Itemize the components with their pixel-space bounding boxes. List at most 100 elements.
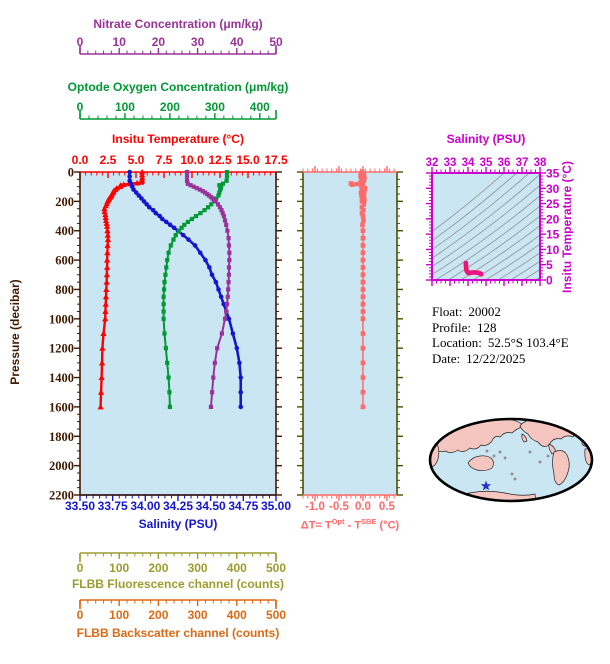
tick-label: 100 [109, 561, 129, 575]
tick-label: 12.5 [208, 153, 232, 167]
tick-label: 36 [498, 157, 511, 169]
tick-label: 33 [444, 157, 457, 169]
pressure-axis-title: Pressure (decibar) [8, 279, 22, 385]
info-label: Float: [432, 304, 463, 319]
tick-label: -1.0 [305, 501, 325, 513]
fluorescence-axis: 0 100 200 300 400 500 [77, 552, 286, 575]
tick-label: 40 [230, 35, 244, 49]
backscatter-axis: 0 100 200 300 400 500 [77, 599, 286, 622]
info-label: Profile: [432, 319, 471, 335]
tick-label: 0 [77, 608, 84, 622]
temperature-axis: 0.0 2.5 5.0 7.5 10.0 12.5 15.0 17.5 [72, 153, 288, 178]
float-info-block: Float: 20002 Profile: 128 Location: 52.5°S 10… [432, 304, 569, 366]
delta-t-axis-bottom: -1.0 -0.5 0.0 0.5 [302, 494, 397, 513]
tick-label: 17.5 [264, 153, 288, 167]
tick-label: 20 [546, 212, 560, 226]
tick-label: 0 [77, 100, 84, 114]
t-s-curve [463, 260, 484, 277]
delta-t-title-part: - T [344, 519, 362, 532]
info-value: 128 [477, 319, 497, 335]
tick-label: 400 [250, 100, 270, 114]
tick-label: 34.00 [130, 499, 160, 513]
nitrate-series [184, 169, 232, 410]
tick-label: 300 [205, 100, 225, 114]
delta-t-series [348, 169, 368, 410]
ts-temperature-axis-title: Insitu Temperature (°C) [560, 161, 574, 293]
tick-label: 15.0 [236, 153, 260, 167]
info-row: Date: 12/22/2025 [432, 351, 569, 367]
tick-label: 200 [55, 195, 74, 209]
fluorescence-axis-title: FLBB Fluorescence channel (counts) [71, 577, 285, 591]
info-row: Float: 20002 [432, 304, 569, 320]
tick-label: 7.5 [156, 153, 173, 167]
ts-salinity-axis: 32 33 34 35 36 37 38 [426, 157, 547, 174]
ts-bottom-ticks [431, 279, 541, 286]
tick-label: 35 [480, 157, 493, 169]
tick-label: 35 [546, 167, 560, 181]
tick-label: 15 [546, 228, 560, 242]
tick-label: 400 [227, 608, 247, 622]
tick-label: 0.0 [355, 501, 371, 513]
tick-label: 20 [152, 35, 166, 49]
tick-label: 1400 [49, 371, 74, 385]
tick-label: 400 [227, 561, 247, 575]
tick-label: 50 [269, 35, 283, 49]
tick-label: 0.5 [379, 501, 396, 513]
info-row: Profile: 128 [432, 320, 569, 336]
tick-label: 34.75 [228, 499, 258, 513]
tick-label: 10 [546, 243, 560, 257]
delta-t-title-sup-sbe: SBE [361, 517, 377, 526]
tick-label: 100 [109, 608, 129, 622]
tick-label: 200 [148, 561, 168, 575]
delta-t-frame-left [297, 171, 304, 496]
delta-t-plot-area [303, 172, 397, 495]
tick-label: 300 [188, 561, 208, 575]
tick-label: 500 [266, 608, 286, 622]
tick-label: 200 [148, 608, 168, 622]
tick-label: 1600 [49, 400, 74, 414]
tick-label: 30 [191, 35, 205, 49]
tick-label: 10 [113, 35, 127, 49]
tick-label: 30 [546, 182, 560, 196]
tick-label: 0.0 [72, 153, 89, 167]
pressure-axis-right [275, 171, 282, 496]
nitrate-axis-title: Nitrate Concentration (μm/kg) [93, 17, 263, 31]
tick-label: 300 [188, 608, 208, 622]
nitrate-axis: 0 10 20 30 40 50 [77, 35, 283, 55]
tick-label: 500 [266, 561, 286, 575]
ts-diagram-title: Salinity (PSU) [446, 132, 526, 146]
tick-label: 37 [516, 157, 529, 169]
world-map [428, 417, 594, 503]
delta-t-frame-right [396, 171, 403, 496]
tick-label: 25 [546, 197, 560, 211]
info-label: Location: [432, 335, 482, 350]
map-outline [428, 417, 594, 503]
oxygen-axis-title: Optode Oxygen Concentration (μm/kg) [67, 80, 289, 94]
tick-label: 1800 [49, 430, 74, 444]
salinity-axis-title: Salinity (PSU) [138, 517, 218, 531]
tick-label: 2000 [49, 459, 74, 473]
tick-label: 100 [115, 100, 135, 114]
tick-label: 33.50 [65, 499, 95, 513]
tick-label: 0 [77, 561, 84, 575]
delta-t-title-part: ΔT= T [300, 519, 332, 532]
tick-label: 35.00 [261, 499, 291, 513]
tick-label: 34.25 [163, 499, 193, 513]
tick-label: 33.75 [98, 499, 128, 513]
tick-label: 600 [55, 254, 74, 268]
ts-plot-area [432, 173, 540, 280]
info-row: Location: 52.5°S 103.4°E [432, 335, 569, 351]
tick-label: 800 [55, 283, 74, 297]
isopycnal-contours [432, 173, 540, 280]
salinity-axis: 33.50 33.75 34.00 34.25 34.50 34.75 35.00 [65, 494, 291, 513]
main-plot-area [80, 172, 276, 495]
delta-t-axis-title: ΔT= TOpt - TSBE (°C) [291, 517, 409, 532]
tick-label: 2200 [49, 489, 74, 503]
info-value: 12/22/2025 [466, 350, 526, 366]
info-value: 20002 [468, 304, 501, 319]
tick-label: 2.5 [100, 153, 117, 167]
tick-label: 38 [534, 157, 547, 169]
delta-t-title-part: (°C) [376, 519, 400, 532]
